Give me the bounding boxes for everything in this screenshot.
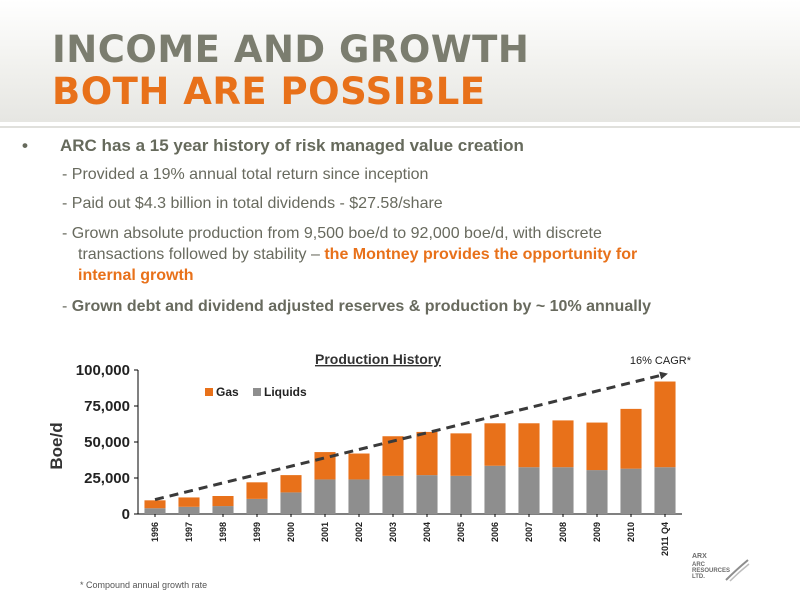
bar-gas-2006 <box>484 423 506 466</box>
title-line-2: BOTH ARE POSSIBLE <box>52 70 486 113</box>
bar-liquids-1997 <box>178 506 200 514</box>
production-history-chart: 0 25,000 50,000 75,000 100,000 Boe/d Productio… <box>47 351 692 556</box>
x-tick-label: 2006 <box>490 522 500 542</box>
bar-gas-2003 <box>382 436 404 476</box>
bar-liquids-2004 <box>416 475 438 514</box>
bullet-dot: • <box>22 136 28 155</box>
logo-line-3: RESOURCES <box>692 568 731 574</box>
sub-bullet-2: - Paid out $4.3 billion in total dividen… <box>62 195 443 212</box>
y-axis-label: Boe/d <box>47 422 66 469</box>
sub-bullet-1: - Provided a 19% annual total return sin… <box>62 166 429 183</box>
bar-gas-2009 <box>586 422 608 471</box>
header-band <box>0 0 800 122</box>
y-tick-label: 50,000 <box>84 434 130 451</box>
x-tick-label: 2003 <box>388 522 398 542</box>
sub-bullet-4-dash: - <box>62 298 72 315</box>
y-tick-label: 0 <box>122 506 130 523</box>
bar-liquids-2002 <box>348 479 370 514</box>
legend-gas-label: Gas <box>216 385 239 399</box>
montney-highlight-1: the Montney provides the opportunity for <box>324 246 638 263</box>
x-tick-label: 2011 Q4 <box>660 522 670 556</box>
x-tick-label: 2007 <box>524 522 534 542</box>
bar-gas-2010 <box>620 408 642 469</box>
main-bullet-text: ARC has a 15 year history of risk manage… <box>60 136 524 155</box>
x-tick-label: 2002 <box>354 522 364 542</box>
x-tick-label: 1998 <box>218 522 228 542</box>
bar-gas-2004 <box>416 431 438 476</box>
bar-gas-2011-Q4 <box>654 381 676 468</box>
x-tick-label: 2001 <box>320 522 330 542</box>
bar-gas-1996 <box>144 500 166 509</box>
x-tick-label: 2010 <box>626 522 636 542</box>
bar-liquids-2011-Q4 <box>654 467 676 514</box>
bar-gas-1997 <box>178 497 200 507</box>
y-tick-label: 100,000 <box>76 362 130 379</box>
bar-gas-2000 <box>280 475 302 493</box>
sub-bullet-4-text: Grown debt and dividend adjusted reserve… <box>71 298 652 315</box>
arc-logo: ARX ARC RESOURCES LTD. <box>690 550 790 598</box>
bar-liquids-2001 <box>314 479 336 514</box>
sub-bullet-3-line-3: internal growth <box>78 266 194 286</box>
x-tick-label: 1996 <box>150 522 160 542</box>
cagr-annotation: 16% CAGR* <box>630 355 692 367</box>
logo-swoosh-icon <box>725 559 750 582</box>
montney-highlight-2: internal growth <box>78 267 194 284</box>
footnote: * Compound annual growth rate <box>80 580 208 590</box>
bar-liquids-2003 <box>382 475 404 514</box>
x-tick-label: 2008 <box>558 522 568 542</box>
sub-bullet-3-line-2: transactions followed by stability – the… <box>78 245 637 265</box>
legend-liquids-swatch <box>253 388 261 396</box>
bar-gas-2007 <box>518 423 540 468</box>
bar-liquids-2005 <box>450 475 472 514</box>
bar-liquids-1999 <box>246 498 268 514</box>
logo-line-2: ARC <box>692 562 705 568</box>
bar-gas-2005 <box>450 433 472 476</box>
bar-liquids-1996 <box>144 508 166 514</box>
sub-bullet-4: - Grown debt and dividend adjusted reser… <box>62 297 651 317</box>
legend-liquids-label: Liquids <box>264 385 307 399</box>
bar-gas-2002 <box>348 453 370 480</box>
bar-liquids-2000 <box>280 492 302 514</box>
bar-liquids-2007 <box>518 467 540 514</box>
logo-line-1: ARX <box>692 553 707 560</box>
x-tick-label: 2009 <box>592 522 602 542</box>
x-tick-label: 2005 <box>456 522 466 542</box>
x-tick-label: 2000 <box>286 522 296 542</box>
bar-gas-1999 <box>246 482 268 499</box>
y-tick-label: 75,000 <box>84 398 130 415</box>
chart-title: Production History <box>315 351 441 367</box>
bar-liquids-2008 <box>552 467 574 514</box>
bar-liquids-1998 <box>212 506 234 514</box>
x-tick-label: 1999 <box>252 522 262 542</box>
title-line-1: INCOME AND GROWTH <box>52 28 530 71</box>
bar-gas-2008 <box>552 420 574 468</box>
legend-gas-swatch <box>205 388 213 396</box>
x-tick-label: 2004 <box>422 522 432 542</box>
y-tick-label: 25,000 <box>84 470 130 487</box>
logo-line-4: LTD. <box>692 574 705 580</box>
x-tick-label: 1997 <box>184 522 194 542</box>
bar-liquids-2006 <box>484 465 506 514</box>
bar-liquids-2010 <box>620 468 642 514</box>
header-divider <box>0 126 800 128</box>
sub-bullet-3-line-1: - Grown absolute production from 9,500 b… <box>62 225 602 242</box>
sub-bullet-3-text: transactions followed by stability – <box>78 246 325 263</box>
bar-gas-1998 <box>212 496 234 507</box>
cagr-trend-arrow <box>154 371 668 502</box>
bar-liquids-2009 <box>586 470 608 514</box>
